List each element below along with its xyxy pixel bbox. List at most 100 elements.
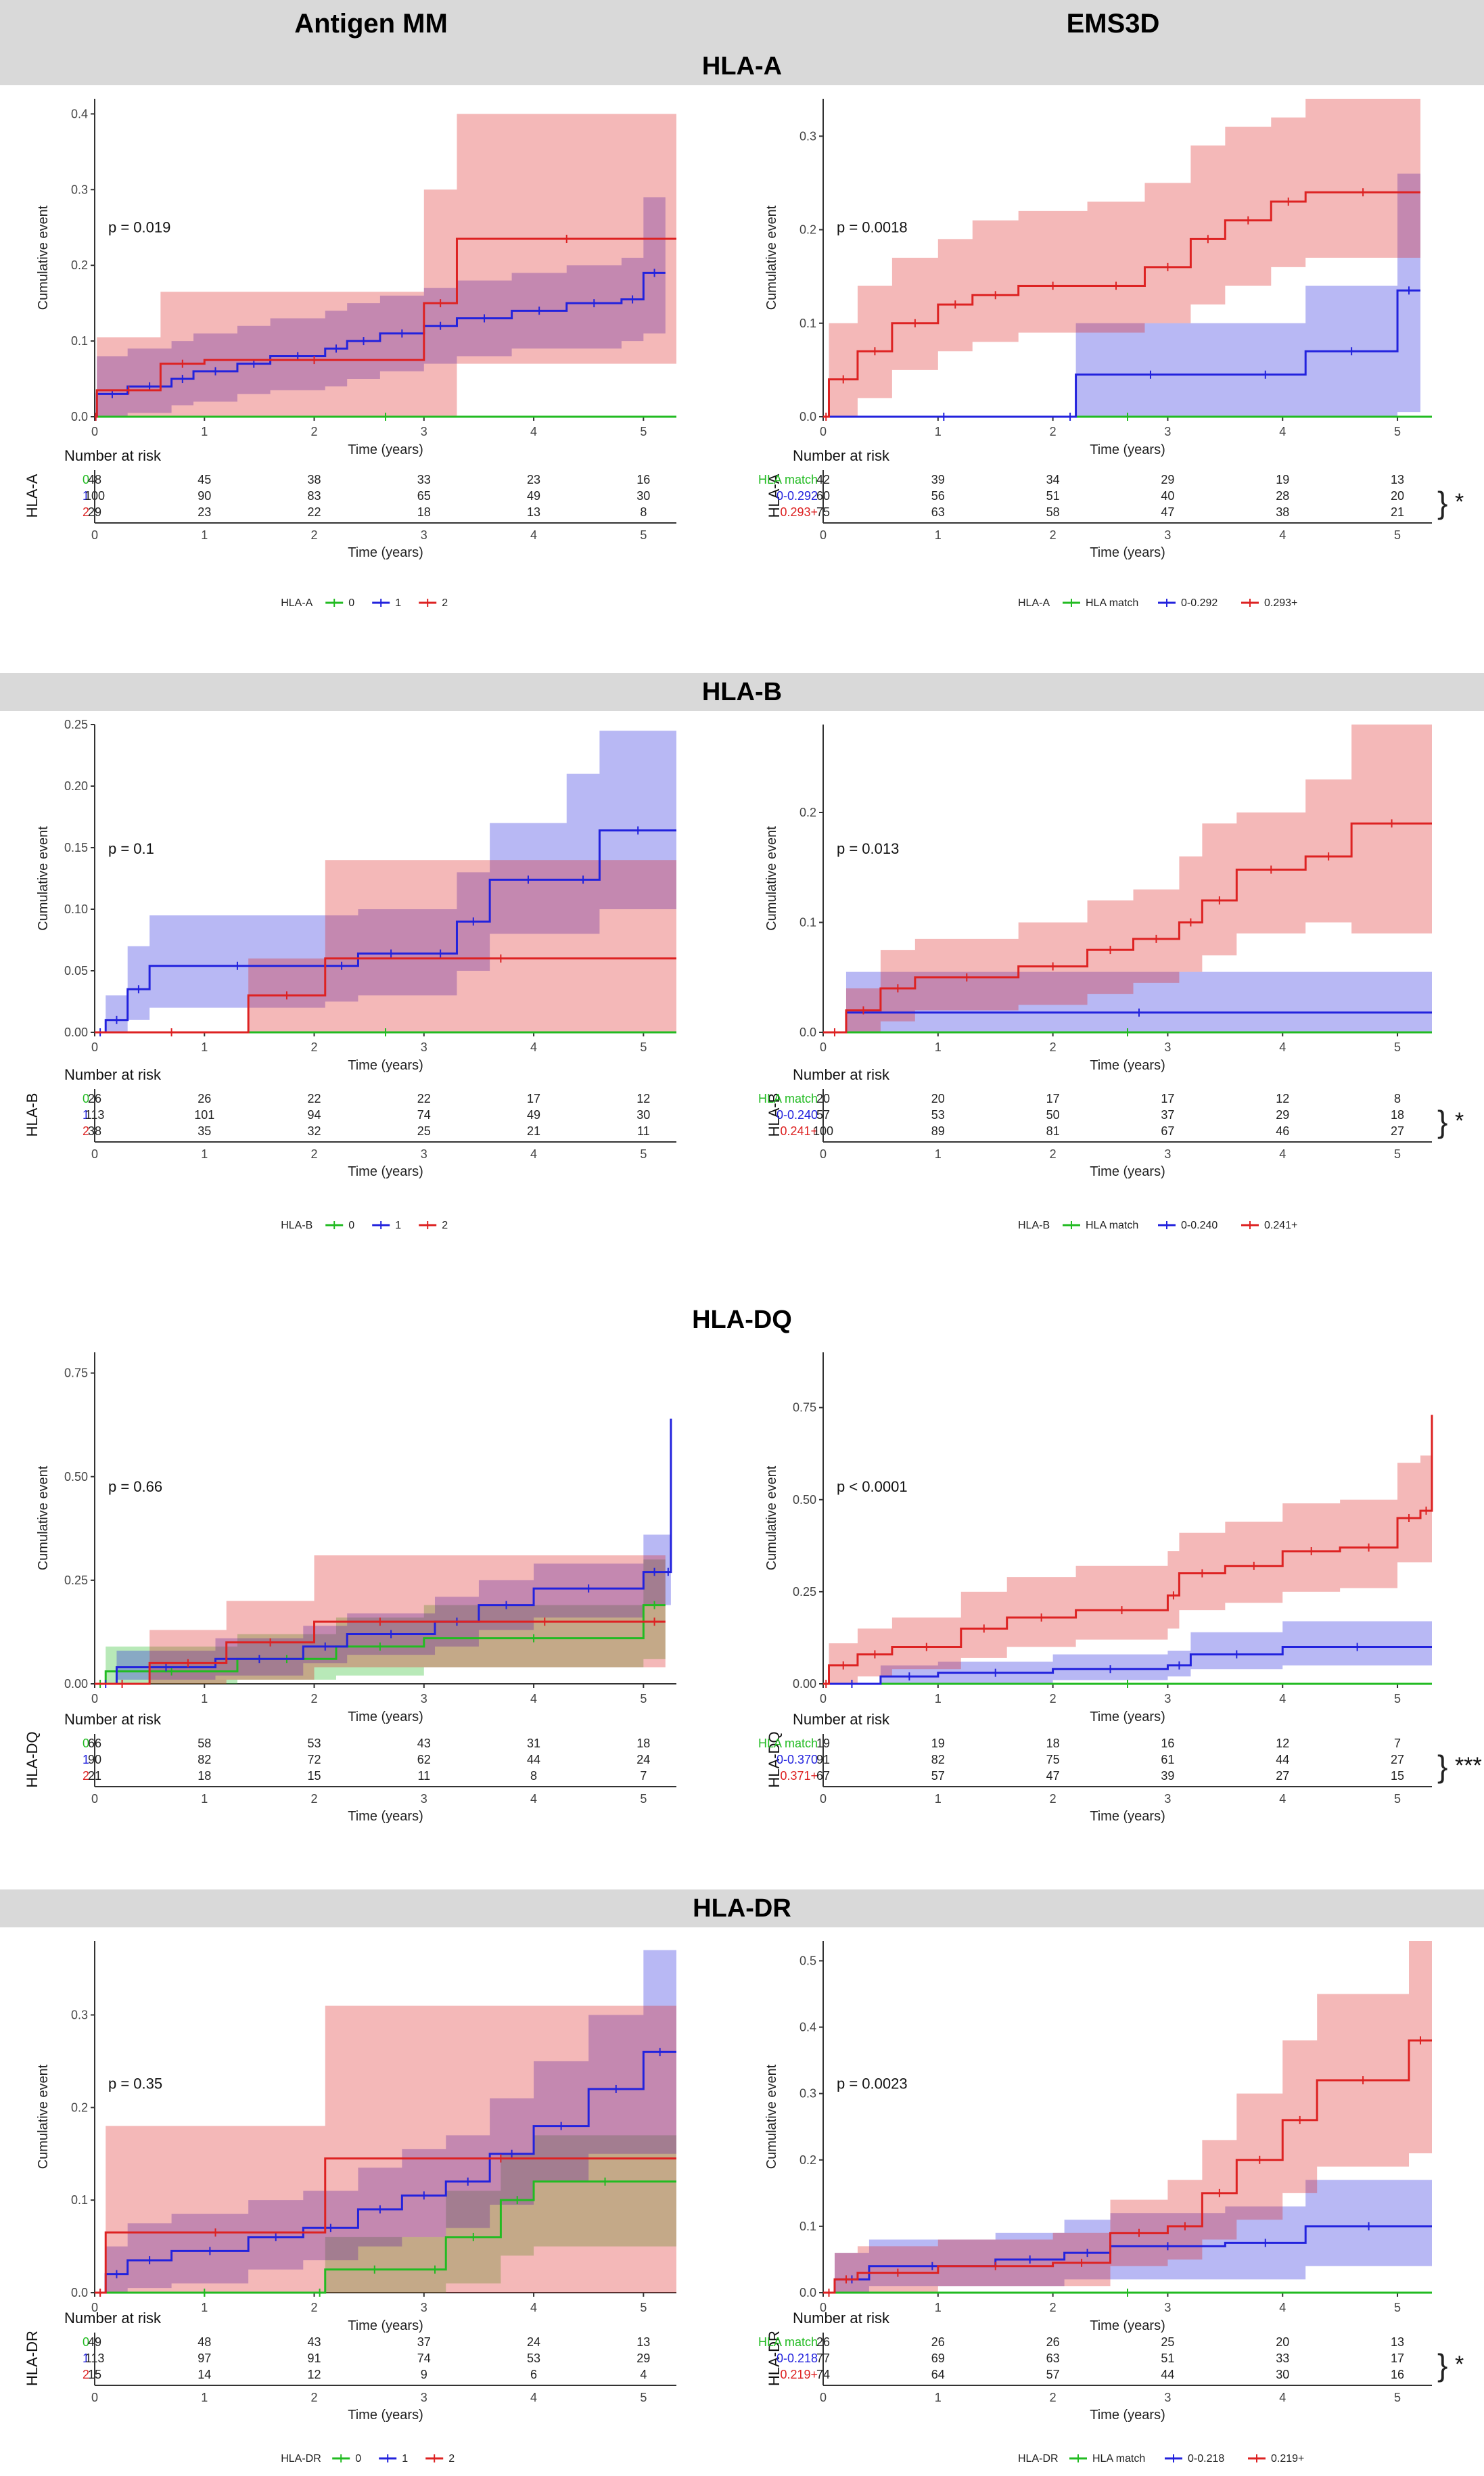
risk-count: 23	[527, 473, 540, 486]
risk-x-tick-label: 4	[530, 1147, 537, 1161]
risk-x-tick-label: 3	[421, 2391, 427, 2404]
ci-band-1	[823, 2180, 1432, 2293]
x-tick-label: 3	[421, 425, 427, 438]
risk-row-label: 0.371+	[780, 1769, 818, 1783]
risk-count: 29	[1161, 473, 1174, 486]
x-tick-label: 2	[311, 2301, 318, 2314]
risk-count: 7	[640, 1769, 647, 1783]
ci-band-2	[95, 114, 676, 417]
risk-count: 44	[1161, 2368, 1174, 2381]
risk-count: 58	[1046, 505, 1060, 519]
risk-x-tick-label: 3	[1164, 1147, 1171, 1161]
risk-count: 74	[417, 2352, 431, 2365]
km-panel-hla-dr-ems3d: 0.0 0.1 0.2 0.3 0.4 0.5 0 1 2 3 4 5 Time (years) Cumu…	[758, 1941, 1464, 2464]
x-tick-label: 5	[640, 1040, 647, 1054]
risk-count: 25	[417, 1124, 431, 1138]
ci-band-2	[95, 2005, 676, 2293]
risk-count: 16	[636, 473, 650, 486]
x-tick-label: 1	[201, 425, 208, 438]
risk-count: 37	[1161, 1108, 1174, 1122]
x-tick-label: 2	[1050, 1692, 1057, 1705]
risk-count: 29	[1276, 1108, 1289, 1122]
risk-count: 15	[1391, 1769, 1404, 1783]
risk-count: 28	[1276, 489, 1289, 503]
risk-x-tick-label: 5	[1394, 1147, 1401, 1161]
x-tick-label: 1	[935, 1040, 942, 1054]
risk-table-group-label: HLA-A	[24, 474, 41, 518]
legend-label: 0.241+	[1264, 1220, 1297, 1231]
x-tick-label: 2	[311, 1692, 318, 1705]
risk-x-tick-label: 5	[640, 1792, 647, 1806]
risk-count: 13	[527, 505, 540, 519]
risk-count: 58	[198, 1737, 211, 1750]
x-tick-label: 2	[1050, 1040, 1057, 1054]
risk-x-tick-label: 5	[1394, 1792, 1401, 1806]
risk-table-group-label: HLA-DQ	[766, 1731, 783, 1787]
ci-band-1	[823, 971, 1432, 1032]
legend-label: 0-0.292	[1181, 597, 1218, 609]
risk-row-label: HLA match	[758, 2335, 818, 2349]
legend-label: HLA match	[1086, 1220, 1138, 1231]
y-tick-label: 0.2	[71, 2101, 88, 2114]
risk-x-tick-label: 4	[1279, 528, 1286, 542]
ci-band-2	[823, 1359, 1432, 1684]
risk-row-label: HLA match	[758, 473, 818, 486]
significance-brace: }	[1437, 1104, 1447, 1139]
risk-x-tick-label: 4	[530, 528, 537, 542]
risk-x-tick-label: 1	[935, 2391, 942, 2404]
risk-x-tick-label: 3	[421, 1147, 427, 1161]
risk-row-label: 1	[83, 2352, 89, 2365]
x-tick-label: 4	[1279, 2301, 1286, 2314]
risk-x-axis-label: Time (years)	[348, 1164, 423, 1179]
risk-row-label: 2	[83, 1124, 89, 1138]
risk-count: 51	[1046, 489, 1060, 503]
x-tick-label: 1	[935, 2301, 942, 2314]
risk-count: 82	[931, 1753, 945, 1766]
risk-count: 57	[931, 1769, 945, 1783]
risk-count: 53	[308, 1737, 321, 1750]
risk-count: 101	[194, 1108, 214, 1122]
risk-x-axis-label: Time (years)	[1090, 1164, 1165, 1179]
significance-brace: }	[1437, 1749, 1447, 1784]
risk-table-group-label: HLA-B	[24, 1093, 41, 1137]
risk-x-axis-label: Time (years)	[348, 1809, 423, 1824]
y-tick-label: 0.3	[71, 2008, 88, 2021]
section-header-hla-b: HLA-B	[0, 673, 1484, 711]
risk-count: 90	[198, 489, 211, 503]
risk-table-group-label: HLA-B	[766, 1093, 783, 1137]
risk-table-title: Number at risk	[64, 1711, 162, 1728]
y-tick-label: 0.0	[799, 410, 816, 423]
risk-count: 13	[1391, 2335, 1404, 2349]
risk-count: 20	[1391, 489, 1404, 503]
legend-title: HLA-A	[281, 597, 312, 609]
legend-label: 2	[448, 2453, 455, 2464]
risk-x-tick-label: 1	[201, 1792, 208, 1806]
risk-count: 32	[308, 1124, 321, 1138]
risk-count: 26	[198, 1092, 211, 1105]
x-tick-label: 4	[530, 1040, 537, 1054]
risk-x-tick-label: 1	[201, 1147, 208, 1161]
risk-x-tick-label: 2	[1050, 528, 1057, 542]
y-tick-label: 0.3	[71, 183, 88, 196]
y-tick-label: 0.75	[64, 1367, 88, 1380]
p-value: p = 0.019	[108, 219, 170, 235]
risk-count: 12	[1276, 1737, 1289, 1750]
y-tick-label: 0.1	[799, 916, 816, 930]
risk-table-title: Number at risk	[64, 447, 162, 464]
risk-row-label: HLA match	[758, 1092, 818, 1105]
section-header-hla-dq: HLA-DQ	[692, 1301, 792, 1339]
risk-count: 46	[1276, 1124, 1289, 1138]
x-tick-label: 4	[1279, 425, 1286, 438]
risk-x-tick-label: 2	[311, 1147, 318, 1161]
risk-row-label: 0	[83, 1092, 89, 1105]
risk-count: 69	[931, 2352, 945, 2365]
risk-count: 91	[308, 2352, 321, 2365]
x-tick-label: 3	[421, 2301, 427, 2314]
x-tick-label: 1	[935, 1692, 942, 1705]
legend-label: 1	[402, 2453, 408, 2464]
risk-count: 27	[1276, 1769, 1289, 1783]
ci-band-2	[823, 725, 1432, 1032]
risk-x-tick-label: 2	[311, 528, 318, 542]
